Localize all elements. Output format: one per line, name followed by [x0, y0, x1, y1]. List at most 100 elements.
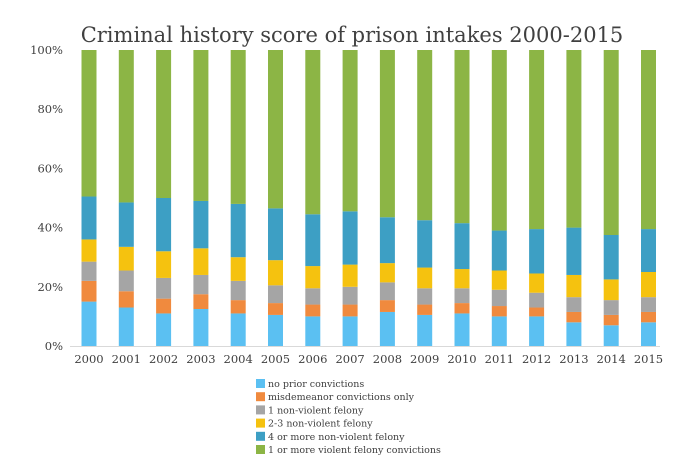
bar-segment: [230, 300, 246, 314]
bar-segment: [379, 300, 395, 312]
x-tick-label: 2007: [335, 352, 364, 366]
legend-swatch: [256, 431, 265, 441]
bar-segment: [156, 277, 172, 299]
bar-segment: [603, 300, 619, 315]
bar-segment: [268, 285, 283, 304]
bar-segment: [417, 288, 433, 305]
bar-segment: [193, 50, 209, 201]
x-tick-label: 2000: [74, 352, 103, 366]
bar-segment: [491, 306, 507, 317]
bar-segment: [118, 246, 134, 271]
bar-segment: [491, 50, 507, 231]
bar-segment: [342, 264, 358, 287]
bar-segment: [417, 314, 433, 346]
bar-segment: [156, 251, 172, 278]
bar-segment: [305, 214, 321, 267]
legend-swatch: [256, 379, 265, 388]
y-tick-label: 60%: [37, 161, 63, 175]
y-tick-label: 20%: [37, 280, 63, 294]
bar-segment: [230, 203, 246, 258]
bar-segment: [379, 263, 395, 283]
legend-swatch: [256, 405, 265, 415]
legend-label: no prior convictions: [268, 379, 364, 390]
bar-segment: [118, 50, 134, 203]
bar-segment: [118, 270, 134, 292]
bar-segment: [603, 325, 619, 346]
x-tick-label: 2012: [522, 352, 551, 366]
bar-segment: [305, 316, 321, 346]
bars: [81, 50, 656, 346]
bar-segment: [566, 50, 582, 228]
bar-segment: [529, 50, 545, 230]
bar-segment: [156, 313, 172, 346]
bar-segment: [603, 50, 619, 235]
bar-segment: [641, 322, 656, 346]
bar-segment: [193, 274, 209, 295]
bar-segment: [491, 289, 507, 307]
bar-segment: [81, 239, 97, 262]
bar-segment: [641, 229, 656, 272]
y-tick-label: 40%: [37, 221, 63, 235]
bar-segment: [566, 274, 582, 298]
chart-title: Criminal history score of prison intakes…: [81, 23, 624, 47]
bar-segment: [118, 291, 134, 308]
bar-segment: [379, 50, 395, 218]
y-tick-label: 100%: [30, 43, 63, 57]
bar-segment: [641, 297, 656, 312]
bar-segment: [305, 266, 321, 289]
bar-segment: [81, 261, 97, 281]
bar-segment: [156, 298, 172, 314]
x-tick-label: 2011: [485, 352, 514, 366]
bar-segment: [566, 297, 582, 312]
x-tick-label: 2014: [597, 352, 626, 366]
bar-segment: [118, 307, 134, 346]
legend-swatch: [256, 392, 265, 402]
legend-label: 1 or more violent felony convictions: [268, 445, 441, 456]
x-tick-label: 2010: [447, 352, 476, 366]
bar-segment: [641, 272, 656, 298]
bar-segment: [305, 50, 321, 215]
legend-swatch: [256, 418, 265, 428]
bar-segment: [268, 314, 283, 346]
bar-segment: [454, 303, 470, 314]
legend-label: 1 non-violent felony: [268, 405, 364, 416]
x-tick-label: 2002: [149, 352, 178, 366]
bar-segment: [529, 307, 545, 317]
x-tick-label: 2003: [186, 352, 215, 366]
bar-segment: [603, 279, 619, 301]
bar-segment: [529, 316, 545, 346]
bar-segment: [417, 304, 433, 315]
x-tick-label: 2005: [261, 352, 290, 366]
bar-segment: [379, 282, 395, 301]
bar-segment: [454, 313, 470, 346]
legend-label: 2-3 non-violent felony: [268, 419, 373, 430]
bar-segment: [230, 313, 246, 346]
x-tick-label: 2008: [373, 352, 402, 366]
bar-segment: [81, 196, 97, 240]
bar-segment: [268, 50, 283, 209]
bar-segment: [230, 257, 246, 281]
bar-segment: [454, 269, 470, 289]
legend-swatch: [256, 445, 265, 454]
bar-segment: [641, 311, 656, 323]
bar-segment: [342, 286, 358, 305]
bar-segment: [118, 202, 134, 247]
bar-segment: [193, 294, 209, 309]
bar-segment: [379, 217, 395, 264]
bar-segment: [193, 309, 209, 346]
x-tick-label: 2001: [112, 352, 141, 366]
x-tick-label: 2015: [634, 352, 663, 366]
bar-segment: [156, 198, 172, 252]
legend-label: misdemeanor convictions only: [268, 392, 415, 403]
bar-segment: [305, 288, 321, 305]
bar-segment: [603, 314, 619, 326]
bar-segment: [491, 270, 507, 290]
bar-segment: [305, 304, 321, 317]
bar-segment: [529, 292, 545, 308]
bar-segment: [81, 280, 97, 302]
y-axis: 0% 20% 40% 60% 80% 100%: [30, 43, 63, 353]
bar-segment: [342, 211, 358, 265]
bar-segment: [417, 50, 433, 221]
